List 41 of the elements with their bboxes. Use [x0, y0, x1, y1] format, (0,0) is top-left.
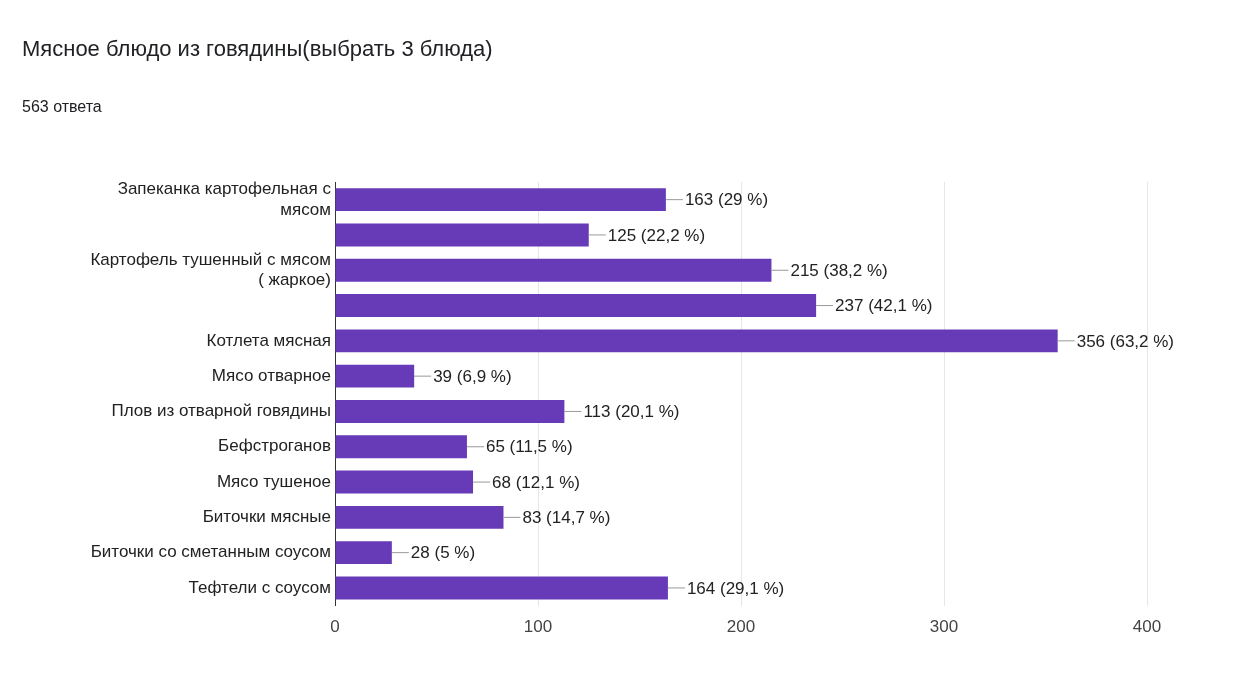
data-label: 28 (5 %): [410, 543, 476, 563]
y-tick-label: Тефтели с соусом: [188, 577, 331, 597]
x-tick-label: 300: [929, 617, 959, 637]
bar: [335, 399, 565, 423]
y-tick-label: Плов из отварной говядины: [111, 401, 331, 421]
data-label: 164 (29,1 %): [686, 578, 785, 598]
data-label: 113 (20,1 %): [583, 402, 680, 422]
bar: [335, 329, 1058, 353]
y-tick-label: Биточки со сметанным соусом: [90, 542, 331, 562]
bar: [335, 223, 589, 247]
data-label: 83 (14,7 %): [522, 508, 611, 528]
y-tick-label: Бефстроганов: [218, 436, 331, 456]
bar: [335, 294, 817, 318]
bar: [335, 470, 474, 494]
bar: [335, 364, 415, 388]
y-tick-label: Биточки мясные: [202, 507, 331, 527]
x-tick-label: 100: [523, 617, 553, 637]
data-label: 65 (11,5 %): [485, 437, 573, 457]
y-tick-label: Мясо отварное: [211, 365, 331, 385]
x-tick-label: 0: [330, 617, 340, 637]
bar: [335, 576, 668, 600]
data-label: 237 (42,1 %): [835, 296, 933, 316]
x-tick-label: 200: [726, 617, 756, 637]
data-label: 215 (38,2 %): [790, 260, 888, 280]
y-tick-label: Картофель тушенный с мясом ( жаркое): [90, 249, 331, 290]
text: 563 ответа: [22, 98, 102, 116]
data-label: 163 (29 %): [684, 190, 769, 210]
bar: [335, 505, 504, 529]
y-tick-label: Запеканка картофельная с мясом: [117, 179, 332, 219]
bar: [335, 258, 772, 282]
y-tick-label: Котлета мясная: [206, 330, 331, 350]
chart-title: Мясное блюдо из говядины(выбрать 3 блюда): [22, 36, 493, 62]
bar: [335, 188, 666, 212]
x-tick-label: 400: [1132, 617, 1162, 637]
data-label: 125 (22,2 %): [607, 225, 706, 245]
data-label: 68 (12,1 %): [492, 472, 580, 492]
y-tick-label: Мясо тушеное: [216, 471, 331, 491]
data-label: 356 (63,2 %): [1076, 331, 1175, 351]
bar: [335, 435, 467, 459]
data-label: 39 (6,9 %): [433, 366, 512, 386]
bar: [335, 541, 392, 565]
